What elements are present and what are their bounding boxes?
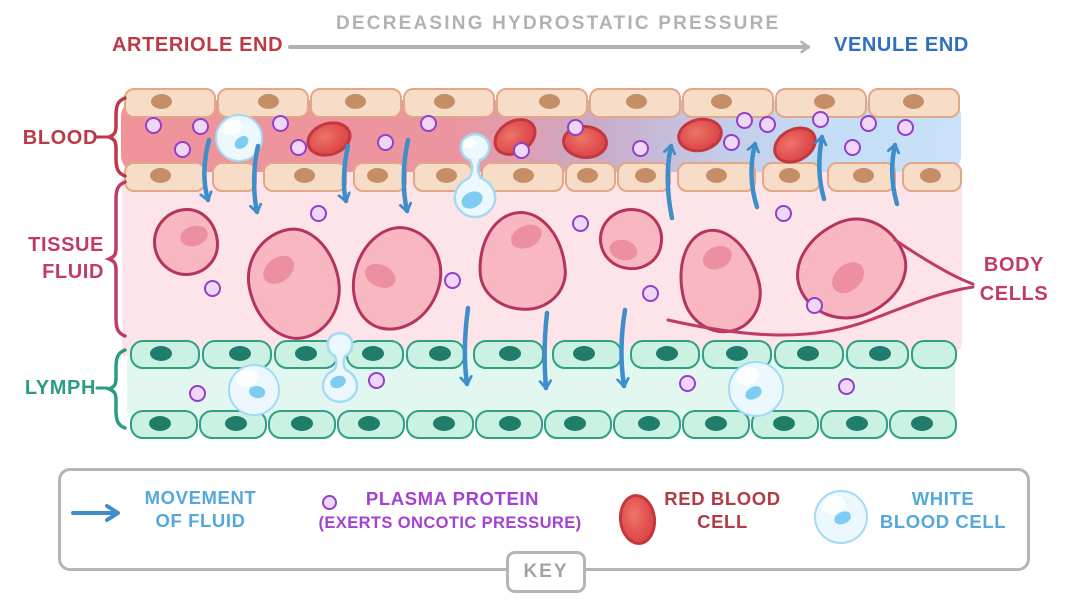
- capillary-wall-cell: [212, 162, 257, 192]
- plasma-protein-icon: [723, 134, 740, 151]
- lymph-wall-cell: [774, 340, 844, 369]
- white-blood-cell-icon: [814, 490, 868, 544]
- plasma-protein-icon: [572, 215, 589, 232]
- blood-label: BLOOD: [22, 127, 98, 149]
- lymph-wall-cell: [911, 340, 957, 369]
- plasma-protein-icon: [736, 112, 753, 129]
- plasma-protein-icon: [806, 297, 823, 314]
- lymph-wall-cell: [130, 340, 200, 369]
- plasma-protein-icon: [860, 115, 877, 132]
- plasma-protein-icon: [632, 140, 649, 157]
- plasma-protein-icon: [290, 139, 307, 156]
- plasma-protein-icon: [420, 115, 437, 132]
- plasma-protein-icon: [145, 117, 162, 134]
- plasma-protein-icon: [174, 141, 191, 158]
- capillary-wall-cell: [481, 162, 564, 192]
- plasma-protein-icon: [192, 118, 209, 135]
- plasma-protein-icon: [377, 134, 394, 151]
- white-blood-cell-icon: [728, 361, 784, 417]
- plasma-protein-icon: [838, 378, 855, 395]
- tissue-fluid-label: TISSUE FLUID: [28, 234, 104, 283]
- lymph-wall-cell: [406, 410, 474, 439]
- capillary-wall-cell: [124, 162, 206, 192]
- plasma-protein-icon: [812, 111, 829, 128]
- capillary-wall-cell: [682, 88, 774, 118]
- capillary-wall-cell: [403, 88, 495, 118]
- capillary-wall-cell: [263, 162, 347, 192]
- plasma-protein-icon: [759, 116, 776, 133]
- lymph-wall-cell: [130, 410, 198, 439]
- lymph-wall-cell: [889, 410, 957, 439]
- plasma-protein-icon: [679, 375, 696, 392]
- key-white-blood-cell-label: WHITE BLOOD CELL: [879, 488, 1007, 532]
- body-cells-label: BODY CELLS: [979, 254, 1049, 305]
- body-cell: [153, 208, 219, 276]
- key-movement-of-fluid-label: MOVEMENT OF FLUID: [144, 487, 257, 531]
- plasma-protein-icon: [513, 142, 530, 159]
- capillary-wall-cell: [124, 88, 216, 118]
- capillary-wall-cell: [496, 88, 588, 118]
- capillary-wall-cell: [413, 162, 473, 192]
- white-blood-cell-icon: [215, 114, 263, 162]
- key-oncotic-pressure-sublabel: (EXERTS ONCOTIC PRESSURE): [318, 514, 582, 532]
- plasma-protein-icon: [310, 205, 327, 222]
- capillary-wall-cell: [565, 162, 616, 192]
- lymph-wall-cell: [544, 410, 612, 439]
- plasma-protein-icon: [322, 495, 337, 510]
- lymph-wall-cell: [552, 340, 622, 369]
- lymph-brace: [104, 348, 127, 430]
- lymph-wall-cell: [682, 410, 750, 439]
- capillary-wall-cell: [868, 88, 960, 118]
- lymph-wall-cell: [613, 410, 681, 439]
- capillary-wall-cell: [902, 162, 962, 192]
- lymph-wall-cell: [630, 340, 700, 369]
- plasma-protein-icon: [567, 119, 584, 136]
- lymph-wall-cell: [406, 340, 465, 369]
- plasma-protein-icon: [368, 372, 385, 389]
- capillary-wall-cell: [353, 162, 407, 192]
- lymph-wall-cell: [473, 340, 544, 369]
- venule-end-label: VENULE END: [834, 34, 969, 56]
- capillary-wall-cell: [677, 162, 756, 192]
- key-red-blood-cell-label: RED BLOOD CELL: [664, 488, 781, 532]
- lymph-wall-cell: [846, 340, 909, 369]
- white-blood-cell-icon: [228, 364, 280, 416]
- capillary-wall-cell: [217, 88, 309, 118]
- lymph-wall-cell: [274, 340, 338, 369]
- lymph-wall-cell: [337, 410, 405, 439]
- lymph-wall-cell: [820, 410, 888, 439]
- capillary-wall-cell: [827, 162, 896, 192]
- lymph-wall-cell: [199, 410, 267, 439]
- key-plasma-protein-label: PLASMA PROTEIN: [365, 488, 540, 509]
- plasma-protein-icon: [642, 285, 659, 302]
- capillary-wall-cell: [310, 88, 402, 118]
- capillary-wall-cell: [762, 162, 821, 192]
- plasma-protein-icon: [204, 280, 221, 297]
- lymph-wall-cell: [346, 340, 404, 369]
- lymph-label: LYMPH: [24, 377, 96, 399]
- plasma-protein-icon: [844, 139, 861, 156]
- plasma-protein-icon: [272, 115, 289, 132]
- lymph-wall-cell: [475, 410, 543, 439]
- key-tag: KEY: [506, 551, 586, 593]
- capillary-wall-cell: [617, 162, 671, 192]
- plasma-protein-icon: [189, 385, 206, 402]
- arteriole-end-label: ARTERIOLE END: [112, 34, 284, 56]
- plasma-protein-icon: [897, 119, 914, 136]
- plasma-protein-icon: [775, 205, 792, 222]
- decreasing-pressure-label: DECREASING HYDROSTATIC PRESSURE: [336, 13, 781, 34]
- fluid-arrow-icon: [71, 504, 120, 522]
- lymph-wall-cell: [268, 410, 336, 439]
- plasma-protein-icon: [444, 272, 461, 289]
- capillary-wall-cell: [589, 88, 681, 118]
